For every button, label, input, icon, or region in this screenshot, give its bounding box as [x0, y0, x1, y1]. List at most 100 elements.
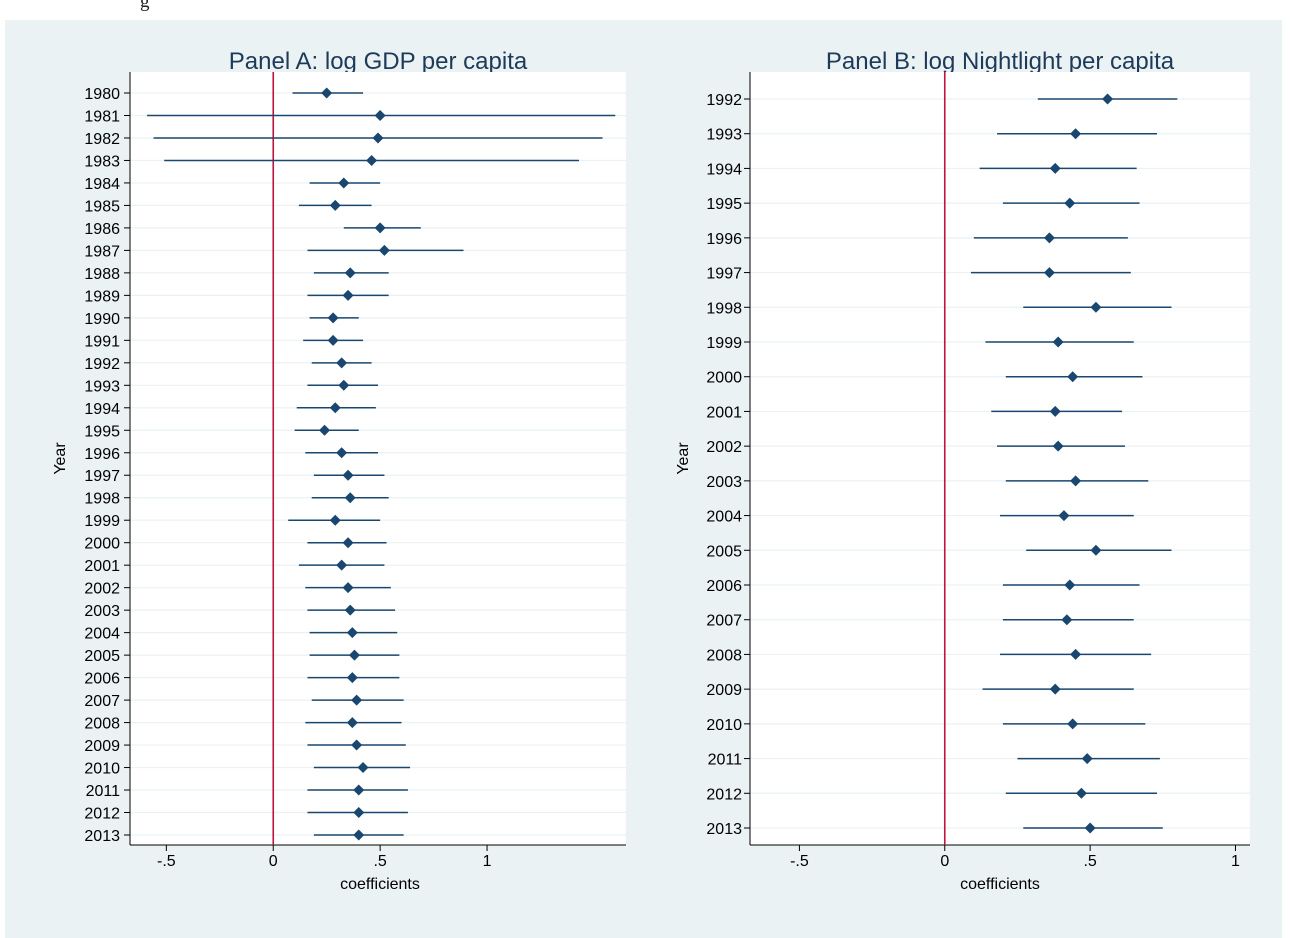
- y-tick-label: 1996: [706, 231, 742, 248]
- point-estimate-2002: [1052, 440, 1064, 452]
- point-estimate-2013: [1084, 822, 1096, 834]
- figure-caption: g: [0, 0, 1290, 16]
- point-estimate-2001: [1049, 405, 1061, 417]
- y-tick-label: 1994: [84, 401, 120, 418]
- point-estimate-2004: [346, 627, 358, 639]
- point-estimate-2011: [353, 784, 365, 796]
- point-estimate-1994: [1049, 162, 1061, 174]
- point-estimate-2010: [357, 762, 369, 774]
- y-tick-label: 1988: [84, 266, 120, 283]
- y-tick-label: 1993: [706, 127, 742, 144]
- y-tick-label: 2012: [84, 806, 120, 823]
- panel-a: Panel A: log GDP per capita 1980 1981 1982 1…: [52, 48, 626, 893]
- y-tick-label: 2013: [84, 828, 120, 845]
- point-estimate-2006: [346, 672, 358, 684]
- y-tick-label: 2005: [706, 543, 742, 560]
- y-tick-label: 1990: [84, 311, 120, 328]
- point-estimate-1995: [319, 424, 331, 436]
- y-tick-label: 1980: [84, 86, 120, 103]
- panel-b: Panel B: log Nightlight per capita 1992 19…: [675, 48, 1250, 893]
- y-tick-label: 2007: [84, 693, 120, 710]
- y-tick-label: 2012: [706, 786, 742, 803]
- y-tick-label: 1981: [84, 108, 120, 125]
- point-estimate-1997: [342, 469, 354, 481]
- point-estimate-1989: [342, 289, 354, 301]
- point-estimate-2006: [1064, 579, 1076, 591]
- y-tick-label: 2005: [84, 648, 120, 665]
- x-tick-label: .5: [1083, 853, 1096, 870]
- x-tick-label: .5: [373, 853, 386, 870]
- plot-region: [750, 72, 1250, 845]
- point-estimate-1993: [338, 379, 350, 391]
- point-estimate-1981: [374, 109, 386, 121]
- y-tick-label: 2004: [706, 509, 742, 526]
- y-tick-label: 2000: [84, 536, 120, 553]
- y-axis-title: Year: [52, 442, 69, 475]
- y-tick-label: 2001: [706, 404, 742, 421]
- figure-area: Panel A: log GDP per capita 1980 1981 1982 1…: [5, 20, 1282, 938]
- point-estimate-1998: [1090, 301, 1102, 313]
- point-estimate-1994: [329, 402, 341, 414]
- point-estimate-1992: [336, 357, 348, 369]
- x-tick-label: -.5: [790, 853, 809, 870]
- y-axis-title: Year: [675, 442, 692, 475]
- y-tick-label: 1984: [84, 176, 120, 193]
- y-tick-label: 1989: [84, 288, 120, 305]
- point-estimate-1982: [372, 132, 384, 144]
- point-estimate-1983: [366, 154, 378, 166]
- point-estimate-1992: [1102, 93, 1114, 105]
- y-tick-label: 2002: [706, 439, 742, 456]
- x-axis-title: coefficients: [340, 876, 420, 893]
- y-tick-label: 1991: [84, 333, 120, 350]
- y-tick-label: 1992: [84, 356, 120, 373]
- y-tick-label: 2004: [84, 626, 120, 643]
- y-tick-label: 2013: [706, 821, 742, 838]
- x-tick-label: 1: [1231, 853, 1240, 870]
- point-estimate-1984: [338, 177, 350, 189]
- y-tick-label: 1982: [84, 131, 120, 148]
- point-estimate-2008: [1070, 648, 1082, 660]
- y-tick-label: 1995: [706, 196, 742, 213]
- point-estimate-1999: [329, 514, 341, 526]
- y-tick-label: 2009: [706, 682, 742, 699]
- point-estimate-2002: [342, 582, 354, 594]
- point-estimate-1995: [1064, 197, 1076, 209]
- point-estimate-2005: [348, 649, 360, 661]
- point-estimate-1980: [321, 87, 333, 99]
- y-tick-label: 1994: [706, 161, 742, 178]
- y-tick-label: 1992: [706, 92, 742, 109]
- point-estimate-2009: [351, 739, 363, 751]
- point-estimate-2003: [1070, 475, 1082, 487]
- point-estimate-2007: [351, 694, 363, 706]
- point-estimate-2007: [1061, 614, 1073, 626]
- y-tick-label: 1983: [84, 153, 120, 170]
- x-axis-title: coefficients: [960, 876, 1040, 893]
- y-tick-label: 1999: [84, 513, 120, 530]
- point-estimate-1985: [329, 199, 341, 211]
- point-estimate-2011: [1081, 753, 1093, 765]
- point-estimate-2008: [346, 717, 358, 729]
- y-tick-label: 2003: [84, 603, 120, 620]
- y-tick-label: 2011: [708, 752, 743, 769]
- figure-caption-text: g: [140, 0, 150, 12]
- y-tick-label: 1998: [84, 491, 120, 508]
- y-tick-label: 1997: [84, 468, 120, 485]
- point-estimate-2012: [353, 807, 365, 819]
- point-estimate-1987: [378, 244, 390, 256]
- point-estimate-1990: [327, 312, 339, 324]
- point-estimate-2005: [1090, 544, 1102, 556]
- y-tick-label: 2010: [84, 761, 120, 778]
- y-tick-label: 2008: [706, 647, 742, 664]
- y-tick-label: 1998: [706, 300, 742, 317]
- point-estimate-2009: [1049, 683, 1061, 695]
- y-tick-label: 2006: [706, 578, 742, 595]
- point-estimate-2012: [1075, 787, 1087, 799]
- y-tick-label: 2001: [84, 558, 120, 575]
- y-tick-label: 1987: [84, 243, 120, 260]
- y-tick-label: 1999: [706, 335, 742, 352]
- y-tick-label: 1995: [84, 423, 120, 440]
- point-estimate-1999: [1052, 336, 1064, 348]
- y-tick-label: 2007: [706, 613, 742, 630]
- y-tick-label: 2011: [86, 783, 121, 800]
- y-tick-label: 1997: [706, 266, 742, 283]
